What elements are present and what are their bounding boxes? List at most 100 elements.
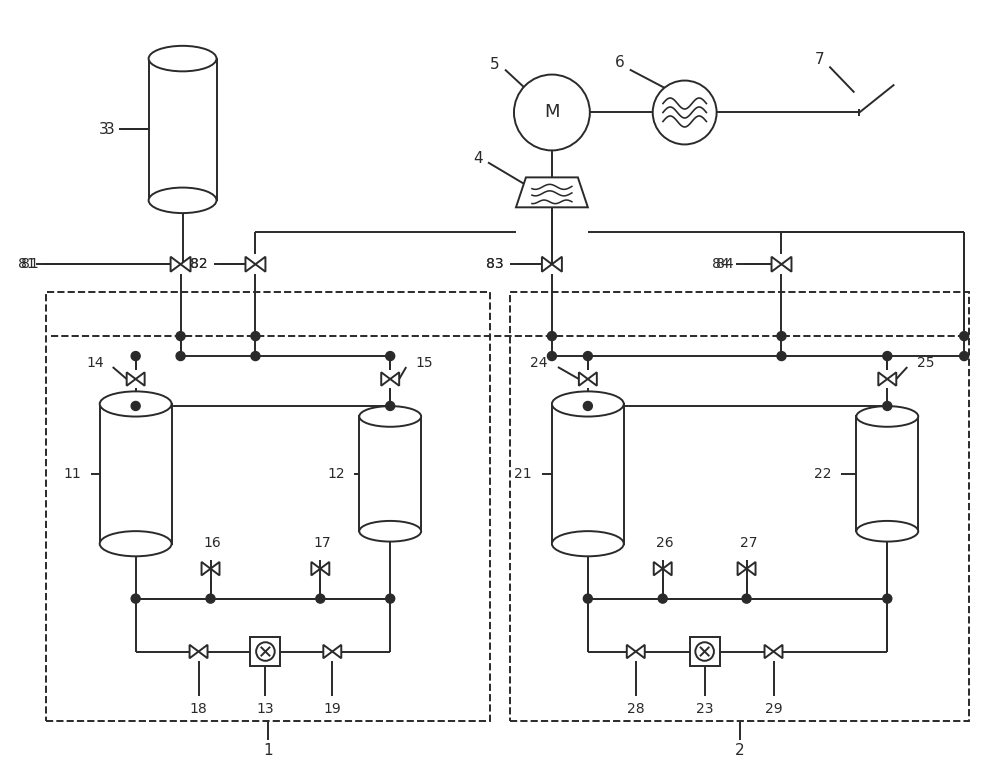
Polygon shape (781, 257, 791, 272)
Polygon shape (199, 645, 208, 658)
Ellipse shape (359, 521, 421, 542)
Text: 25: 25 (917, 356, 935, 370)
Circle shape (777, 331, 786, 341)
Polygon shape (255, 257, 265, 272)
Text: 18: 18 (190, 703, 207, 717)
Circle shape (695, 642, 714, 661)
Circle shape (514, 74, 590, 150)
Text: 23: 23 (696, 703, 713, 717)
Polygon shape (552, 404, 624, 543)
Polygon shape (136, 372, 145, 385)
Text: 83: 83 (486, 257, 504, 271)
Polygon shape (765, 645, 774, 658)
Polygon shape (856, 416, 918, 531)
Text: 83: 83 (486, 257, 504, 271)
Polygon shape (202, 562, 211, 575)
Text: 21: 21 (514, 467, 532, 481)
Circle shape (583, 351, 592, 361)
Text: 3: 3 (105, 122, 115, 137)
Circle shape (176, 351, 185, 361)
Polygon shape (627, 645, 636, 658)
Ellipse shape (359, 406, 421, 426)
Text: 16: 16 (204, 536, 221, 550)
Text: 27: 27 (740, 536, 757, 550)
Polygon shape (250, 636, 280, 666)
Polygon shape (390, 372, 399, 385)
Polygon shape (359, 416, 421, 531)
Circle shape (316, 594, 325, 603)
Text: 14: 14 (86, 356, 104, 370)
Text: 28: 28 (627, 703, 645, 717)
Circle shape (386, 351, 395, 361)
Polygon shape (887, 372, 896, 385)
Circle shape (206, 594, 215, 603)
Text: 6: 6 (615, 55, 625, 70)
Text: 17: 17 (314, 536, 331, 550)
Polygon shape (747, 562, 756, 575)
Ellipse shape (100, 531, 172, 557)
Circle shape (742, 594, 751, 603)
Text: 7: 7 (815, 52, 824, 67)
Ellipse shape (149, 46, 217, 71)
Text: 4: 4 (473, 151, 483, 166)
Ellipse shape (856, 406, 918, 426)
Text: 82: 82 (190, 257, 208, 271)
Text: 15: 15 (415, 356, 433, 370)
Text: 84: 84 (716, 257, 734, 271)
Circle shape (547, 331, 556, 341)
Polygon shape (320, 562, 329, 575)
Polygon shape (323, 645, 332, 658)
Circle shape (547, 351, 556, 361)
Ellipse shape (149, 187, 217, 213)
Circle shape (883, 402, 892, 410)
Circle shape (131, 351, 140, 361)
Polygon shape (311, 562, 320, 575)
Polygon shape (190, 645, 199, 658)
Polygon shape (211, 562, 220, 575)
Text: 12: 12 (328, 467, 345, 481)
Text: 81: 81 (18, 257, 36, 271)
Text: 13: 13 (257, 703, 274, 717)
Polygon shape (381, 372, 390, 385)
Polygon shape (171, 257, 181, 272)
Polygon shape (738, 562, 747, 575)
Polygon shape (542, 257, 552, 272)
Polygon shape (636, 645, 645, 658)
Text: 3: 3 (99, 122, 109, 137)
Polygon shape (127, 372, 136, 385)
Text: 22: 22 (814, 467, 831, 481)
Text: 5: 5 (490, 57, 500, 72)
Circle shape (131, 594, 140, 603)
Polygon shape (878, 372, 887, 385)
Polygon shape (552, 257, 562, 272)
Circle shape (583, 594, 592, 603)
Polygon shape (181, 257, 191, 272)
Circle shape (583, 402, 592, 410)
Ellipse shape (856, 521, 918, 542)
Circle shape (653, 80, 717, 145)
Circle shape (960, 351, 969, 361)
Text: 82: 82 (190, 257, 208, 271)
Text: 29: 29 (765, 703, 782, 717)
Text: 24: 24 (530, 356, 548, 370)
Circle shape (251, 331, 260, 341)
Polygon shape (579, 372, 588, 385)
Polygon shape (332, 645, 341, 658)
Text: 81: 81 (21, 257, 39, 271)
Polygon shape (588, 372, 597, 385)
Circle shape (176, 331, 185, 341)
Text: 11: 11 (63, 467, 81, 481)
Text: 2: 2 (735, 743, 744, 758)
Circle shape (386, 594, 395, 603)
Text: 26: 26 (656, 536, 674, 550)
Polygon shape (245, 257, 255, 272)
Polygon shape (149, 59, 217, 200)
Polygon shape (654, 562, 663, 575)
Circle shape (960, 331, 969, 341)
Circle shape (883, 594, 892, 603)
Circle shape (256, 642, 275, 661)
Ellipse shape (552, 392, 624, 416)
Polygon shape (100, 404, 172, 543)
Polygon shape (663, 562, 672, 575)
Polygon shape (690, 636, 720, 666)
